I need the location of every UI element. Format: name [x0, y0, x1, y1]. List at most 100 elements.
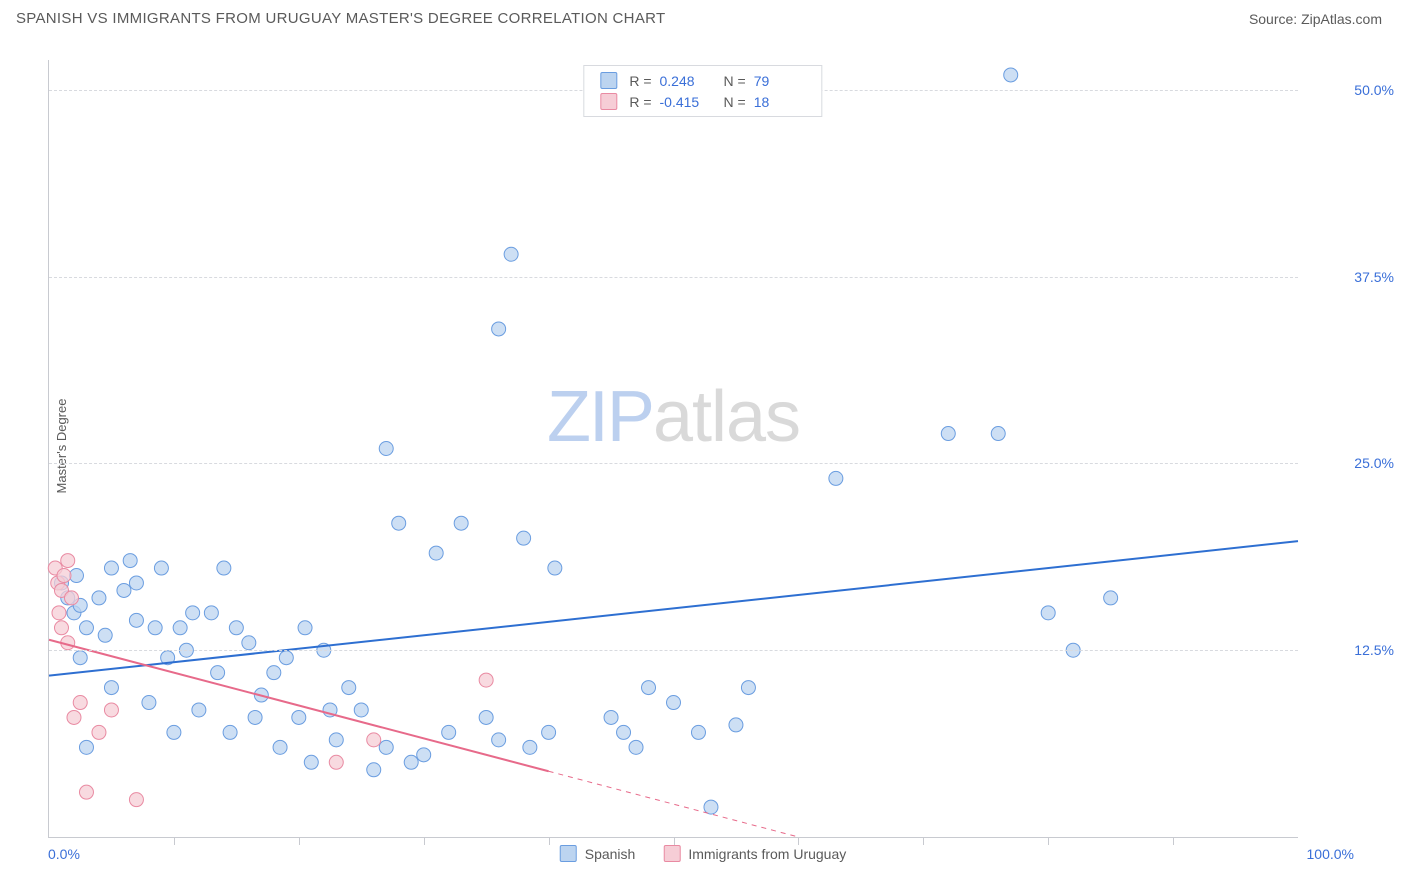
data-point [379, 740, 393, 754]
chart-title: SPANISH VS IMMIGRANTS FROM URUGUAY MASTE… [16, 10, 665, 27]
data-point [691, 725, 705, 739]
n-label: N = [724, 94, 746, 110]
scatter-svg [49, 60, 1298, 837]
n-value-spanish: 79 [754, 73, 806, 89]
data-point [248, 710, 262, 724]
data-point [479, 710, 493, 724]
data-point [79, 740, 93, 754]
data-point [941, 427, 955, 441]
y-tick-label: 50.0% [1354, 82, 1394, 98]
data-point [129, 613, 143, 627]
trend-line-extrapolated [549, 771, 799, 837]
data-point [148, 621, 162, 635]
legend-row-uruguay: R = -0.415 N = 18 [584, 91, 821, 112]
data-point [829, 471, 843, 485]
data-point [629, 740, 643, 754]
data-point [991, 427, 1005, 441]
data-point [429, 546, 443, 560]
trend-line [49, 541, 1298, 675]
data-point [123, 554, 137, 568]
series-legend: Spanish Immigrants from Uruguay [560, 845, 847, 862]
legend-item-uruguay: Immigrants from Uruguay [663, 845, 846, 862]
data-point [142, 696, 156, 710]
r-value-uruguay: -0.415 [660, 94, 712, 110]
data-point [342, 681, 356, 695]
y-tick-label: 12.5% [1354, 642, 1394, 658]
data-point [492, 733, 506, 747]
data-point [667, 696, 681, 710]
data-point [104, 561, 118, 575]
data-point [154, 561, 168, 575]
data-point [642, 681, 656, 695]
data-point [92, 591, 106, 605]
data-point [79, 785, 93, 799]
data-point [492, 322, 506, 336]
correlation-legend: R = 0.248 N = 79 R = -0.415 N = 18 [583, 65, 822, 117]
data-point [217, 561, 231, 575]
data-point [211, 666, 225, 680]
data-point [367, 733, 381, 747]
y-tick-label: 37.5% [1354, 269, 1394, 285]
data-point [329, 755, 343, 769]
data-point [442, 725, 456, 739]
data-point [229, 621, 243, 635]
data-point [292, 710, 306, 724]
data-point [454, 516, 468, 530]
data-point [479, 673, 493, 687]
data-point [92, 725, 106, 739]
n-value-uruguay: 18 [754, 94, 806, 110]
data-point [617, 725, 631, 739]
swatch-uruguay [600, 93, 617, 110]
data-point [298, 621, 312, 635]
data-point [192, 703, 206, 717]
data-point [304, 755, 318, 769]
data-point [73, 651, 87, 665]
r-label: R = [629, 94, 651, 110]
data-point [367, 763, 381, 777]
data-point [404, 755, 418, 769]
swatch-spanish-bottom [560, 845, 577, 862]
data-point [417, 748, 431, 762]
data-point [223, 725, 237, 739]
chart-plot-area: ZIPatlas [48, 60, 1298, 838]
data-point [354, 703, 368, 717]
data-point [61, 554, 75, 568]
data-point [98, 628, 112, 642]
data-point [204, 606, 218, 620]
data-point [129, 576, 143, 590]
header: SPANISH VS IMMIGRANTS FROM URUGUAY MASTE… [0, 0, 1406, 31]
data-point [279, 651, 293, 665]
data-point [379, 442, 393, 456]
data-point [67, 710, 81, 724]
data-point [392, 516, 406, 530]
data-point [117, 583, 131, 597]
data-point [173, 621, 187, 635]
swatch-spanish [600, 72, 617, 89]
data-point [242, 636, 256, 650]
x-axis-max-label: 100.0% [1307, 846, 1354, 862]
data-point [79, 621, 93, 635]
data-point [52, 606, 66, 620]
data-point [267, 666, 281, 680]
n-label: N = [724, 73, 746, 89]
data-point [604, 710, 618, 724]
data-point [167, 725, 181, 739]
data-point [517, 531, 531, 545]
y-tick-label: 25.0% [1354, 455, 1394, 471]
data-point [741, 681, 755, 695]
data-point [1004, 68, 1018, 82]
r-label: R = [629, 73, 651, 89]
data-point [64, 591, 78, 605]
data-point [57, 569, 71, 583]
data-point [73, 696, 87, 710]
trend-line [49, 640, 549, 771]
legend-item-spanish: Spanish [560, 845, 636, 862]
data-point [504, 247, 518, 261]
data-point [1104, 591, 1118, 605]
data-point [69, 569, 83, 583]
source-attribution: Source: ZipAtlas.com [1249, 11, 1382, 27]
x-axis-origin-label: 0.0% [48, 846, 80, 862]
legend-row-spanish: R = 0.248 N = 79 [584, 70, 821, 91]
data-point [329, 733, 343, 747]
data-point [729, 718, 743, 732]
